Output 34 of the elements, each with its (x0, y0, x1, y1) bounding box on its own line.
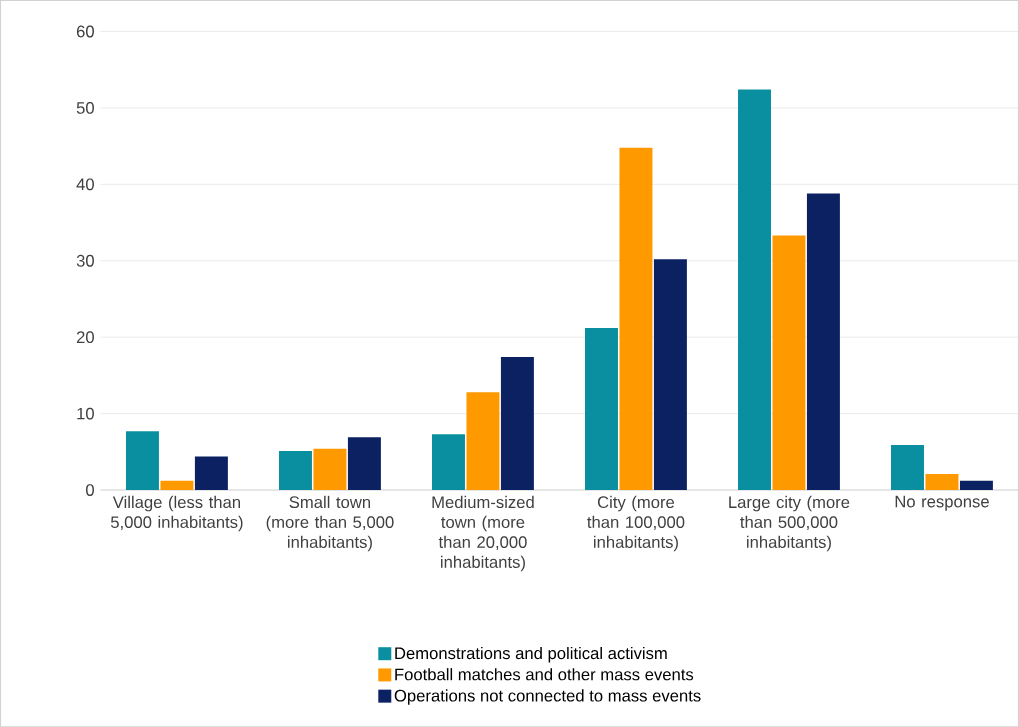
legend-label: Football matches and other mass events (395, 667, 694, 681)
legend-label: Operations not connected to mass events (394, 689, 701, 705)
bar (806, 193, 840, 490)
bar (347, 437, 381, 490)
bar (772, 235, 806, 490)
y-tick-label: 10 (77, 407, 94, 420)
bar (619, 147, 653, 490)
bar (313, 448, 347, 490)
bar (279, 450, 312, 490)
y-tick-label: 60 (76, 25, 94, 38)
y-tick-label: 20 (76, 331, 94, 343)
x-tick-label: Small town (more than 5,000 inhabitants) (266, 495, 394, 552)
y-tick-label: 30 (76, 254, 94, 267)
x-tick-label: Medium-sized town (more than 20,000 inhabitants) (432, 495, 534, 572)
y-tick-label: 50 (76, 101, 94, 114)
x-tick-label: No response (895, 495, 989, 511)
bar (925, 473, 959, 490)
bar (160, 480, 194, 490)
bar (585, 327, 618, 490)
y-tick-label: 0 (86, 483, 94, 496)
bar (466, 392, 500, 490)
legend-label: Demonstrations and political activism (395, 646, 667, 663)
bar (432, 434, 465, 490)
x-tick-label: Village (less than 5,000 inhabitants) (110, 495, 243, 532)
y-tick-label: 40 (76, 178, 94, 191)
x-tick-label: Large city (more than 500,000 inhabitants) (729, 495, 850, 552)
bar (126, 431, 159, 490)
bar (959, 480, 993, 490)
bar (891, 444, 924, 490)
bar (194, 456, 228, 490)
bar (738, 89, 771, 490)
x-tick-label: City (more than 100,000 inhabitants) (587, 495, 685, 552)
bar (500, 356, 534, 490)
bar (653, 259, 687, 490)
